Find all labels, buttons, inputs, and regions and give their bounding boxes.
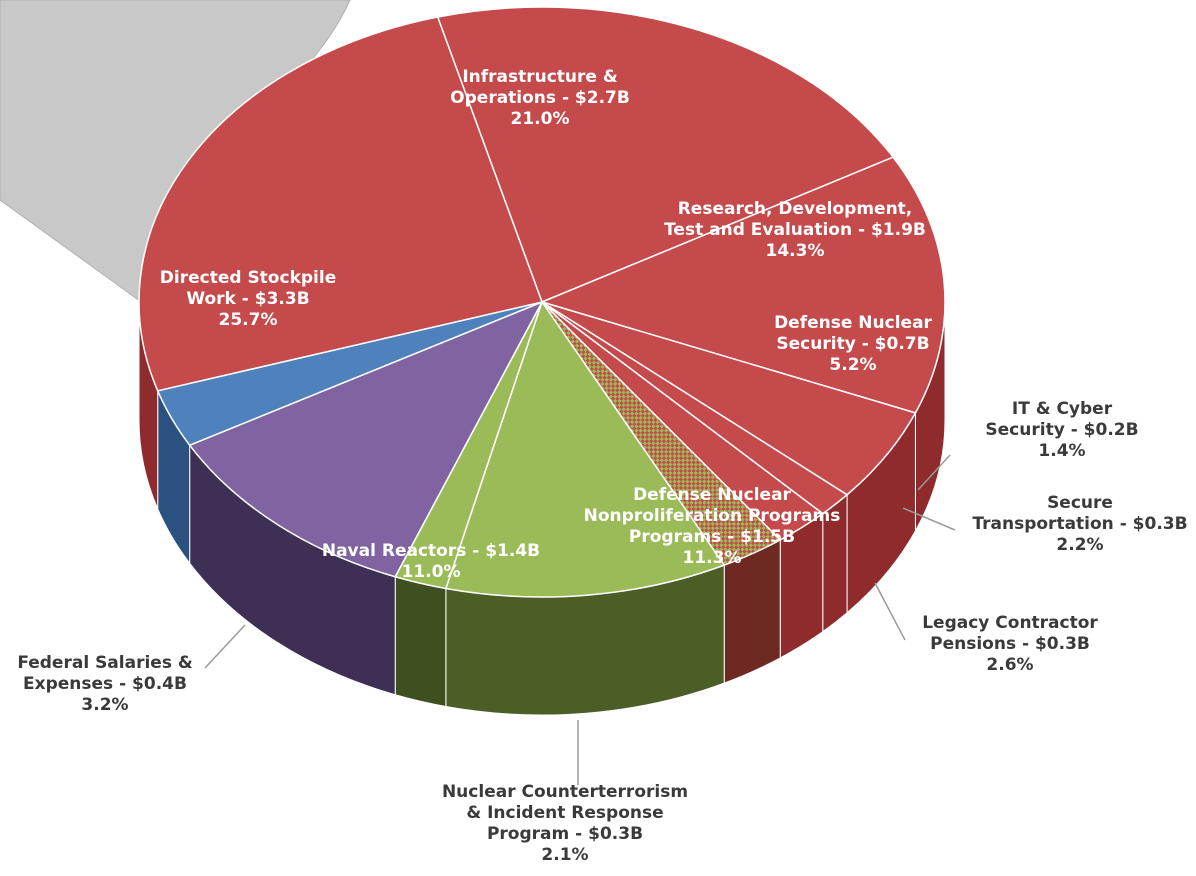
data-label-infra: Infrastructure & Operations - $2.7B 21.0% [450,67,630,129]
data-label-nucct: Nuclear Counterterrorism & Incident Respo… [442,782,688,865]
leader-line-fedsal [204,624,246,669]
pie-slice-infra [436,6,895,303]
data-label-dsw: Directed Stockpile Work - $3.3B 25.7% [160,268,336,330]
leader-line-securetrans [902,507,956,531]
data-label-legacy: Legacy Contractor Pensions - $0.3B 2.6% [922,613,1098,675]
pie-slice-naval [188,300,544,578]
data-label-securetrans: Secure Transportation - $0.3B 2.2% [972,493,1187,555]
pie-slice-dsw [138,16,543,392]
data-label-fedsal: Federal Salaries & Expenses - $0.4B 3.2% [17,653,193,715]
leader-line-legacy [874,582,906,641]
data-label-naval: Naval Reactors - $1.4B 11.0% [322,541,540,582]
data-label-itcyber: IT & Cyber Security - $0.2B 1.4% [985,399,1138,461]
leader-line-itcyber [917,454,951,491]
data-label-dnn: Defense Nuclear Nonproliferation Programs… [584,485,841,568]
pie-slice-dnn [444,300,726,598]
pie-side-nucct [394,576,447,708]
data-label-rdte: Research, Development, Test and Evaluatio… [664,199,926,261]
data-label-dns: Defense Nuclear Security - $0.7B 5.2% [774,313,932,375]
pie-slice-rdte [539,156,946,414]
